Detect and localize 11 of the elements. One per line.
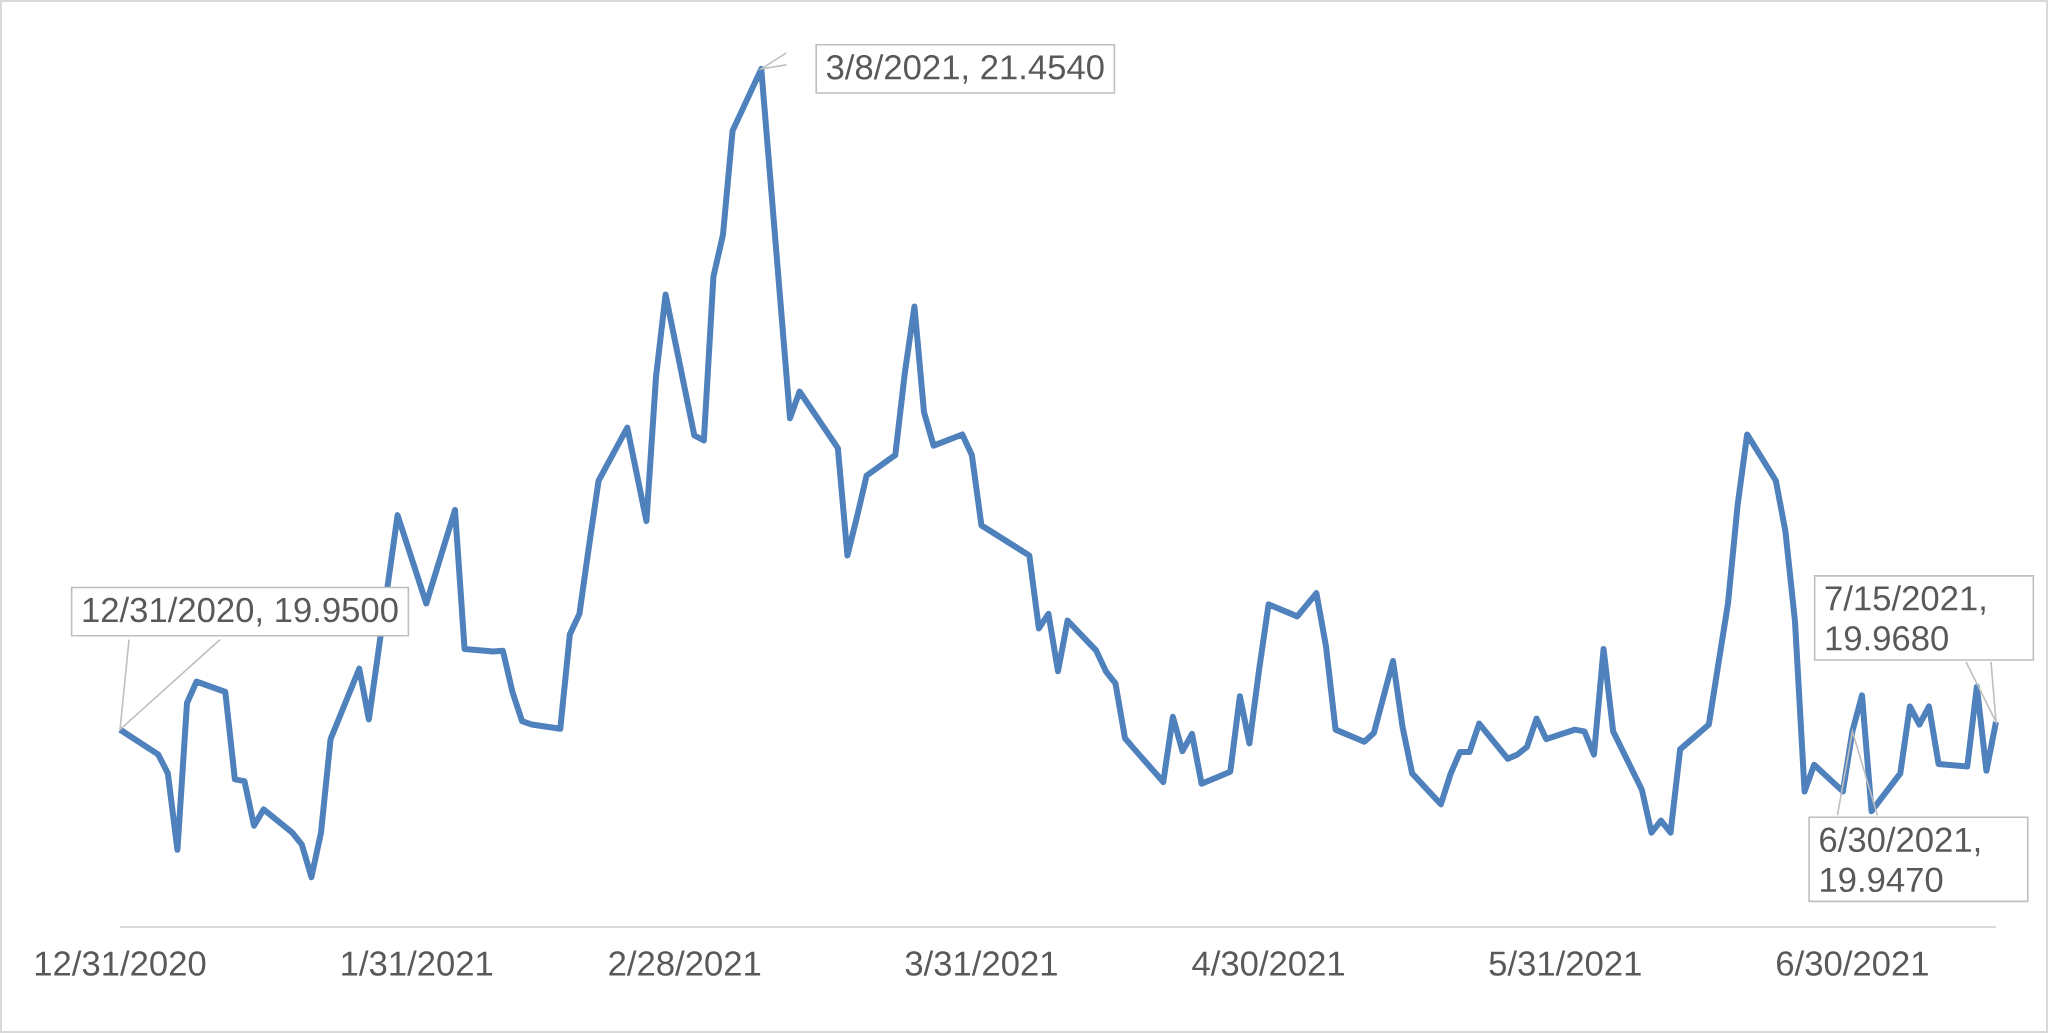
x-tick-label: 5/31/2021	[1489, 950, 1641, 976]
annotation: 6/30/2021, 19.9470	[1820, 826, 1980, 893]
annotation: 12/31/2020, 19.9500	[83, 596, 398, 627]
annotation: 7/15/2021, 19.9680	[1825, 585, 1985, 651]
x-tick-label: 4/30/2021	[1192, 950, 1344, 976]
annotation: 3/8/2021, 21.4540	[826, 54, 1104, 84]
x-tick-label: 12/31/2020	[35, 950, 206, 976]
x-tick-label: 1/31/2021	[342, 950, 493, 976]
x-tick-label: 2/28/2021	[609, 950, 761, 976]
x-tick-label: 6/30/2021	[1777, 950, 1928, 976]
x-tick-label: 3/31/2021	[905, 950, 1057, 976]
